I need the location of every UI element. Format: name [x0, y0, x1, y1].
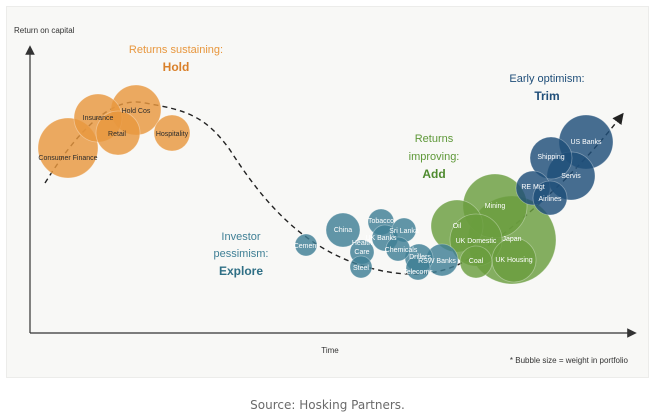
- bubble-label-consumer-finance: Consumer Finance: [38, 155, 97, 162]
- bubble-label-drillers: Drillers: [409, 254, 431, 261]
- phase-trim-line1: Early optimism:: [509, 73, 584, 85]
- phase-hold-label: Returns sustaining: Hold: [129, 44, 223, 74]
- bubble-label-oil: Oil: [453, 223, 462, 230]
- bubble-label-steel: Steel: [353, 265, 369, 272]
- bubble-label-japan: Japan: [502, 236, 521, 243]
- bubble-label-us-banks: US Banks: [570, 139, 602, 146]
- bubble-label-insurance: Insurance: [83, 115, 114, 122]
- bubble-label-cement: Cement: [294, 243, 319, 250]
- phase-trim-label: Early optimism: Trim: [509, 73, 584, 103]
- bubble-shipping: [529, 136, 573, 180]
- bubble-label-hold-cos: Hold Cos: [122, 108, 151, 115]
- bubble-label-uk-domestic: UK Domestic: [456, 238, 497, 245]
- phase-add-line1b: improving:: [409, 151, 460, 163]
- bubble-label-servis: Servis: [561, 173, 581, 180]
- bubble-label-sri-lanka: Sri Lanka: [389, 228, 419, 235]
- bubble-label-chemicals: Chemicals: [385, 247, 418, 254]
- cycle-bubble-chart: Return on capital Time * Bubble size = w…: [14, 26, 637, 365]
- bubble-label-health-care: Health Care: [352, 240, 372, 256]
- bubble-label-layer: Consumer Finance Insurance Hold Cos Retail H…: [38, 108, 602, 276]
- phase-explore-line2: Explore: [219, 264, 263, 278]
- phase-add-line1: Returns: [415, 133, 454, 145]
- bubble-label-china: China: [334, 227, 352, 234]
- phase-trim-line2: Trim: [534, 89, 559, 103]
- bubble-label-coal: Coal: [469, 258, 484, 265]
- bubble-label-retail: Retail: [108, 131, 126, 138]
- bubble-label-shipping: Shipping: [537, 154, 564, 161]
- y-axis-label: Return on capital: [14, 26, 75, 35]
- bubble-retail: [95, 110, 141, 156]
- footnote: * Bubble size = weight in portfolio: [510, 356, 629, 365]
- phase-explore-line1b: pessimism:: [213, 248, 268, 260]
- bubble-label-telecoms: Telecoms: [403, 269, 433, 276]
- bubble-label-rsw-banks: RSW Banks: [418, 258, 456, 265]
- phase-explore-label: Investor pessimism: Explore: [213, 231, 268, 278]
- bubble-layer: [37, 84, 614, 285]
- bubble-label-hospitality: Hospitality: [156, 131, 189, 138]
- bubble-cement: [294, 233, 318, 257]
- bubble-steel: [349, 255, 373, 279]
- bubble-label-tobacco: Tobacco: [368, 218, 394, 225]
- phase-explore-line1: Investor: [221, 231, 260, 243]
- phase-hold-line2: Hold: [163, 60, 190, 74]
- bubble-airlines: [532, 180, 568, 216]
- bubble-uk-housing: [491, 237, 537, 283]
- bubble-coal: [459, 245, 493, 279]
- bubble-telecoms: [405, 255, 431, 281]
- bubble-label-airlines: Airlines: [539, 196, 562, 203]
- bubble-label-uk-housing: UK Housing: [495, 257, 532, 264]
- source-caption: Source: Hosking Partners.: [250, 398, 405, 412]
- x-axis-label: Time: [321, 346, 339, 355]
- phase-add-line2: Add: [422, 167, 445, 181]
- bubble-label-re-mgt: RE Mgt: [521, 184, 544, 191]
- bubble-label-uk-banks: UK Banks: [365, 235, 397, 242]
- phase-add-label: Returns improving: Add: [409, 133, 460, 181]
- phase-hold-line1: Returns sustaining:: [129, 44, 223, 56]
- bubble-china: [325, 212, 361, 248]
- bubble-label-mining: Mining: [485, 203, 506, 210]
- bubble-hospitality: [153, 114, 191, 152]
- bubble-chemicals: [385, 236, 411, 262]
